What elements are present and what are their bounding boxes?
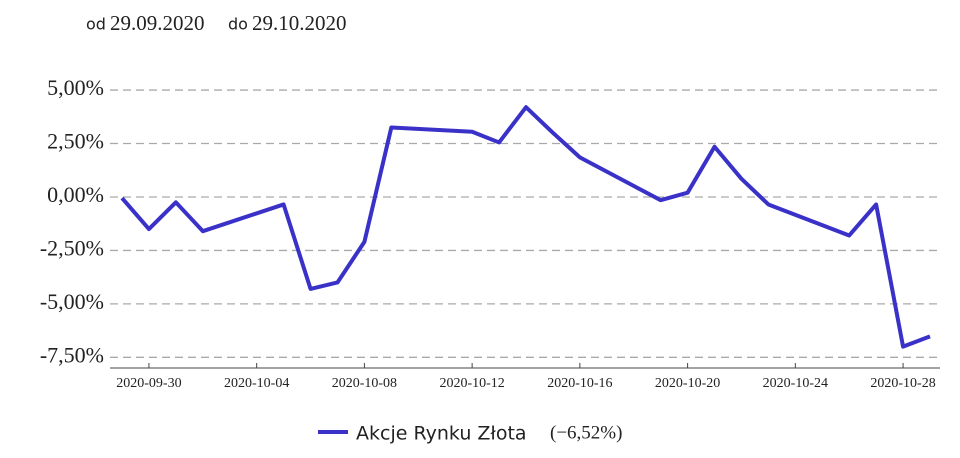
x-tick-label: 2020-10-08	[332, 376, 397, 391]
x-tick-label: 2020-10-24	[763, 376, 828, 391]
x-tick-label: 2020-10-16	[547, 376, 612, 391]
y-tick-label: 2,50%	[47, 129, 104, 154]
legend-label: Akcje Rynku Złota	[356, 423, 527, 445]
x-tick-label: 2020-10-12	[439, 376, 504, 391]
line	[120, 105, 931, 349]
to-date: 29.10.2020	[252, 11, 347, 35]
legend-change: (−6,52%)	[550, 422, 622, 443]
y-tick-label: 0,00%	[47, 182, 104, 207]
to-label: do	[228, 15, 248, 34]
y-tick-label: -7,50%	[40, 342, 104, 367]
x-tick-label: 2020-10-04	[224, 376, 289, 391]
from-date: 29.09.2020	[110, 11, 205, 35]
x-tick-label: 2020-10-20	[655, 376, 720, 391]
from-label: od	[86, 15, 106, 34]
x-tick-label: 2020-09-30	[116, 376, 181, 391]
x-tick-label: 2020-10-28	[870, 376, 935, 391]
y-tick-label: -2,50%	[40, 235, 104, 260]
y-tick-label: -5,00%	[40, 289, 104, 314]
y-tick-label: 5,00%	[47, 75, 104, 100]
